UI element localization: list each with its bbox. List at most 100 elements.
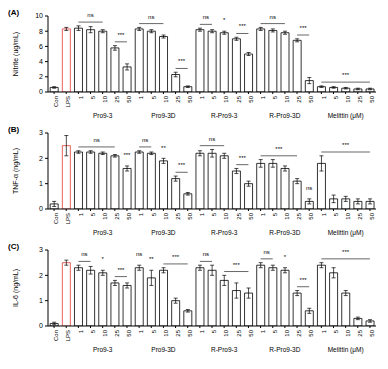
svg-text:25: 25 [357,95,363,102]
svg-text:Nitrite (ug/mL): Nitrite (ug/mL) [12,32,20,76]
svg-text:10: 10 [345,212,351,219]
svg-text:TNF-α (ng/mL): TNF-α (ng/mL) [12,148,20,194]
svg-text:25: 25 [296,329,302,336]
svg-text:10: 10 [284,329,290,336]
svg-text:***: *** [300,277,308,283]
svg-text:***: *** [342,249,350,255]
svg-text:1: 1 [138,329,144,333]
svg-text:50: 50 [187,329,193,336]
svg-text:6: 6 [39,43,43,50]
svg-text:1: 1 [260,329,266,333]
svg-text:ns: ns [306,185,312,191]
svg-text:1: 1 [260,212,266,216]
svg-text:10: 10 [223,329,229,336]
svg-text:10: 10 [102,95,108,102]
svg-text:10: 10 [35,12,43,19]
svg-text:***: *** [172,254,180,260]
svg-text:1: 1 [199,212,205,216]
svg-text:1: 1 [78,95,84,99]
svg-text:0: 0 [39,88,43,95]
svg-text:5: 5 [90,95,96,99]
svg-text:25: 25 [296,212,302,219]
svg-text:2: 2 [39,155,43,162]
svg-text:**: ** [149,256,154,262]
svg-text:ns: ns [203,14,209,20]
svg-text:50: 50 [248,212,254,219]
svg-text:***: *** [117,267,125,273]
svg-text:4: 4 [39,58,43,65]
svg-text:8: 8 [39,28,43,35]
svg-text:3: 3 [39,246,43,253]
svg-text:50: 50 [369,212,375,219]
svg-text:***: *** [233,262,241,268]
svg-text:ns: ns [203,251,209,257]
svg-text:1: 1 [321,95,327,99]
svg-text:10: 10 [223,212,229,219]
svg-text:3: 3 [39,129,43,136]
svg-text:1: 1 [138,95,144,99]
svg-text:1: 1 [138,212,144,216]
svg-text:ns: ns [81,251,87,257]
svg-text:1: 1 [321,212,327,216]
svg-text:1: 1 [260,95,266,99]
svg-text:25: 25 [357,212,363,219]
svg-text:***: *** [117,32,125,38]
svg-text:10: 10 [102,212,108,219]
svg-text:ns: ns [263,249,269,255]
svg-text:ns: ns [87,12,93,18]
svg-text:5: 5 [211,95,217,99]
svg-text:5: 5 [211,212,217,216]
svg-text:5: 5 [151,95,157,99]
svg-text:25: 25 [236,95,242,102]
svg-text:IL-6 (ng/mL): IL-6 (ng/mL) [12,269,20,307]
svg-text:1: 1 [321,329,327,333]
svg-text:50: 50 [308,212,314,219]
svg-text:50: 50 [248,95,254,102]
svg-text:25: 25 [175,329,181,336]
svg-text:2: 2 [39,272,43,279]
svg-text:5: 5 [272,212,278,216]
svg-text:LPS: LPS [65,330,71,341]
svg-text:*: * [223,17,226,23]
svg-text:***: *** [342,72,350,78]
svg-text:50: 50 [369,329,375,336]
svg-text:1: 1 [39,297,43,304]
svg-text:25: 25 [114,329,120,336]
svg-text:5: 5 [272,329,278,333]
svg-text:*: * [284,254,287,260]
svg-text:25: 25 [236,329,242,336]
svg-text:1: 1 [199,95,205,99]
svg-text:50: 50 [126,212,132,219]
svg-text:5: 5 [151,329,157,333]
svg-text:25: 25 [236,212,242,219]
svg-text:10: 10 [284,95,290,102]
svg-text:Con: Con [53,213,59,224]
svg-text:5: 5 [333,95,339,99]
svg-text:5: 5 [151,212,157,216]
svg-text:Con: Con [53,96,59,107]
svg-text:25: 25 [175,212,181,219]
svg-text:5: 5 [90,212,96,216]
svg-text:ns: ns [136,251,142,257]
svg-text:10: 10 [223,95,229,102]
svg-text:1: 1 [39,180,43,187]
svg-text:10: 10 [163,329,169,336]
svg-text:ns: ns [142,137,148,143]
svg-text:***: *** [239,23,247,29]
svg-text:5: 5 [272,95,278,99]
svg-text:50: 50 [248,329,254,336]
svg-text:*: * [101,256,104,262]
svg-text:10: 10 [163,95,169,102]
svg-text:Con: Con [53,330,59,341]
svg-text:25: 25 [114,95,120,102]
svg-text:10: 10 [163,212,169,219]
svg-text:50: 50 [126,95,132,102]
svg-text:1: 1 [199,329,205,333]
svg-text:LPS: LPS [65,96,71,107]
svg-text:ns: ns [148,14,154,20]
svg-text:***: *** [239,155,247,161]
svg-text:***: *** [300,25,308,31]
svg-text:ns: ns [93,137,99,143]
svg-text:1: 1 [78,212,84,216]
svg-text:2: 2 [39,73,43,80]
